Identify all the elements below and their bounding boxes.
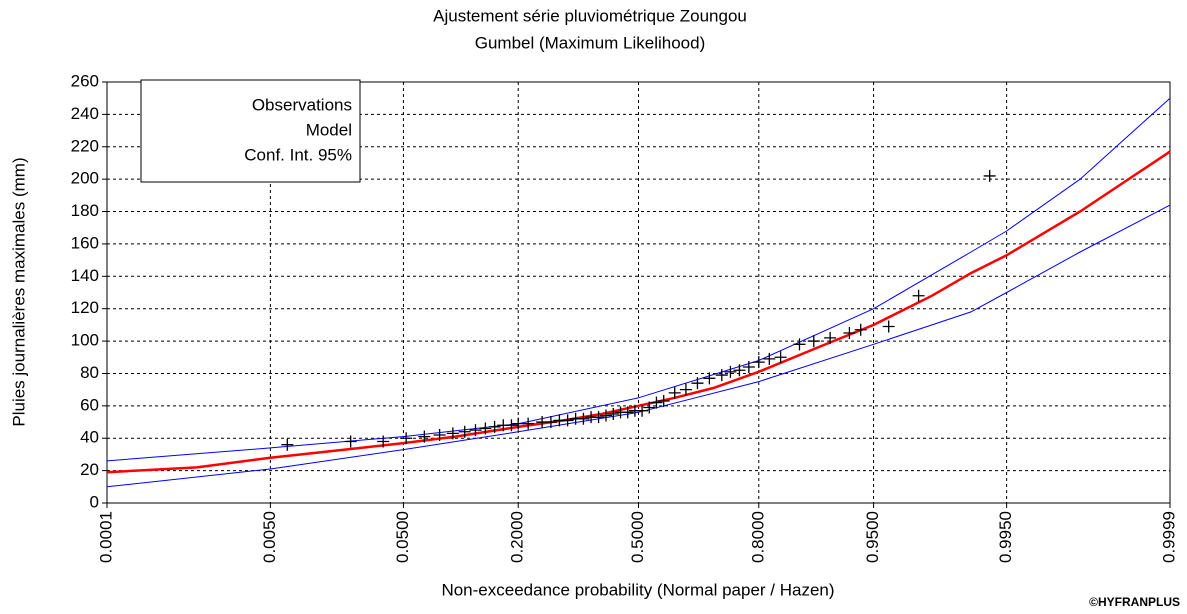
observation — [433, 428, 446, 441]
observation — [742, 360, 755, 373]
legend-entry: Model — [306, 120, 352, 139]
y-tick-label: 20 — [80, 460, 99, 479]
observation — [599, 409, 612, 422]
observation — [715, 369, 728, 382]
observation — [793, 338, 806, 351]
observation — [488, 420, 501, 433]
observation — [668, 386, 681, 399]
x-tick-label: 0.0050 — [260, 511, 279, 563]
observation — [607, 407, 620, 420]
observation — [577, 412, 590, 425]
y-tick-label: 120 — [71, 298, 99, 317]
observation — [983, 169, 996, 182]
x-tick-label: 0.8000 — [748, 511, 767, 563]
x-tick-label: 0.9999 — [1159, 511, 1178, 563]
credit: ©HYFRANPLUS — [1089, 595, 1180, 609]
y-tick-label: 80 — [80, 363, 99, 382]
legend-entry: Conf. Int. 95% — [244, 145, 352, 164]
observation — [650, 396, 663, 409]
observation — [657, 394, 670, 407]
observation — [636, 404, 649, 417]
observation — [544, 416, 557, 429]
observation — [703, 372, 716, 385]
y-tick-label: 60 — [80, 395, 99, 414]
observation — [561, 414, 574, 427]
observation — [469, 424, 482, 437]
observation — [281, 438, 294, 451]
observation — [882, 320, 895, 333]
observation — [377, 435, 390, 448]
x-tick-label: 0.9950 — [996, 511, 1015, 563]
y-tick-label: 160 — [71, 233, 99, 252]
observation — [505, 419, 518, 432]
y-tick-label: 140 — [71, 266, 99, 285]
observation — [752, 356, 765, 369]
y-tick-label: 180 — [71, 201, 99, 220]
observation — [824, 331, 837, 344]
observation — [621, 406, 634, 419]
y-tick-label: 240 — [71, 104, 99, 123]
y-tick-label: 0 — [90, 492, 99, 511]
y-tick-label: 40 — [80, 428, 99, 447]
plot-border — [106, 81, 1171, 504]
observation — [691, 377, 704, 390]
observation — [458, 425, 471, 438]
x-tick-label: 0.0001 — [96, 511, 115, 563]
conf-lower — [106, 204, 1171, 488]
y-tick-label: 260 — [71, 71, 99, 90]
observation — [724, 365, 737, 378]
chart-subtitle: Gumbel (Maximum Likelihood) — [475, 33, 706, 52]
observation — [912, 289, 925, 302]
observation — [479, 422, 492, 435]
observation — [592, 411, 605, 424]
y-tick-label: 220 — [71, 136, 99, 155]
legend-box — [140, 79, 361, 183]
x-tick-label: 0.2000 — [508, 511, 527, 563]
x-axis-label: Non-exceedance probability (Normal paper… — [441, 580, 834, 599]
observation — [774, 351, 787, 364]
observation — [854, 323, 867, 336]
observation — [679, 383, 692, 396]
observation — [733, 364, 746, 377]
x-tick-label: 0.5000 — [628, 511, 647, 563]
observation — [344, 435, 357, 448]
observation — [843, 326, 856, 339]
y-tick-label: 100 — [71, 331, 99, 350]
observation — [418, 430, 431, 443]
observation — [807, 335, 820, 348]
observation — [643, 401, 656, 414]
observation — [763, 352, 776, 365]
x-tick-label: 0.0500 — [393, 511, 412, 563]
x-tick-label: 0.9500 — [863, 511, 882, 563]
observation — [446, 427, 459, 440]
observation — [400, 432, 413, 445]
y-axis-label: Pluies journalières maximales (mm) — [9, 157, 28, 426]
chart-title: Ajustement série pluviométrique Zoungou — [433, 6, 747, 25]
y-tick-label: 200 — [71, 169, 99, 188]
legend-entry: Observations — [252, 95, 352, 114]
observation — [522, 417, 535, 430]
